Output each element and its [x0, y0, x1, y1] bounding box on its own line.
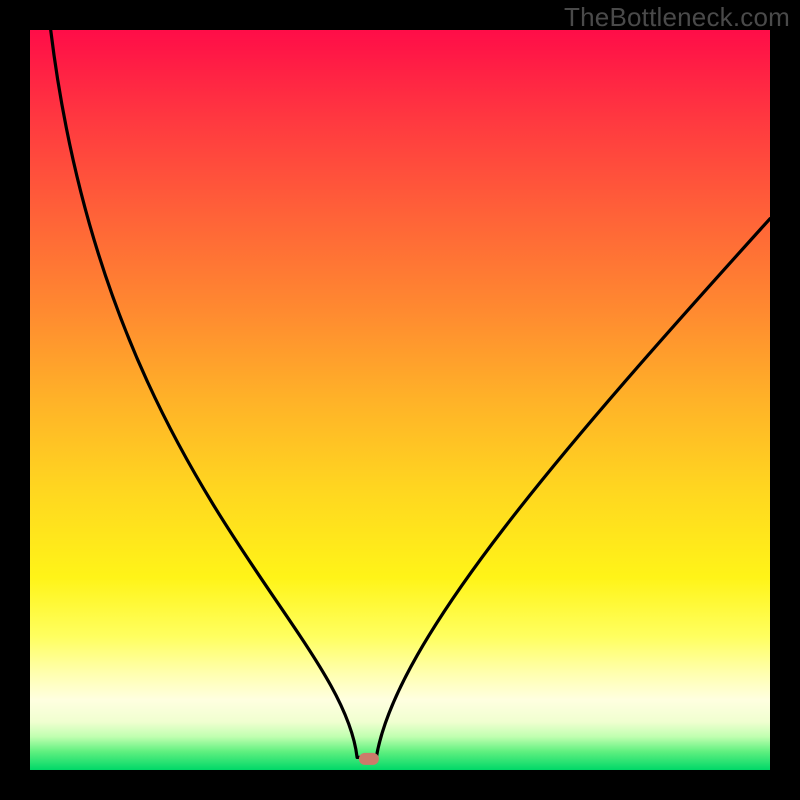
optimum-marker	[359, 753, 379, 765]
bottleneck-chart	[0, 0, 800, 800]
gradient-background	[30, 30, 770, 770]
watermark-text: TheBottleneck.com	[564, 2, 790, 33]
